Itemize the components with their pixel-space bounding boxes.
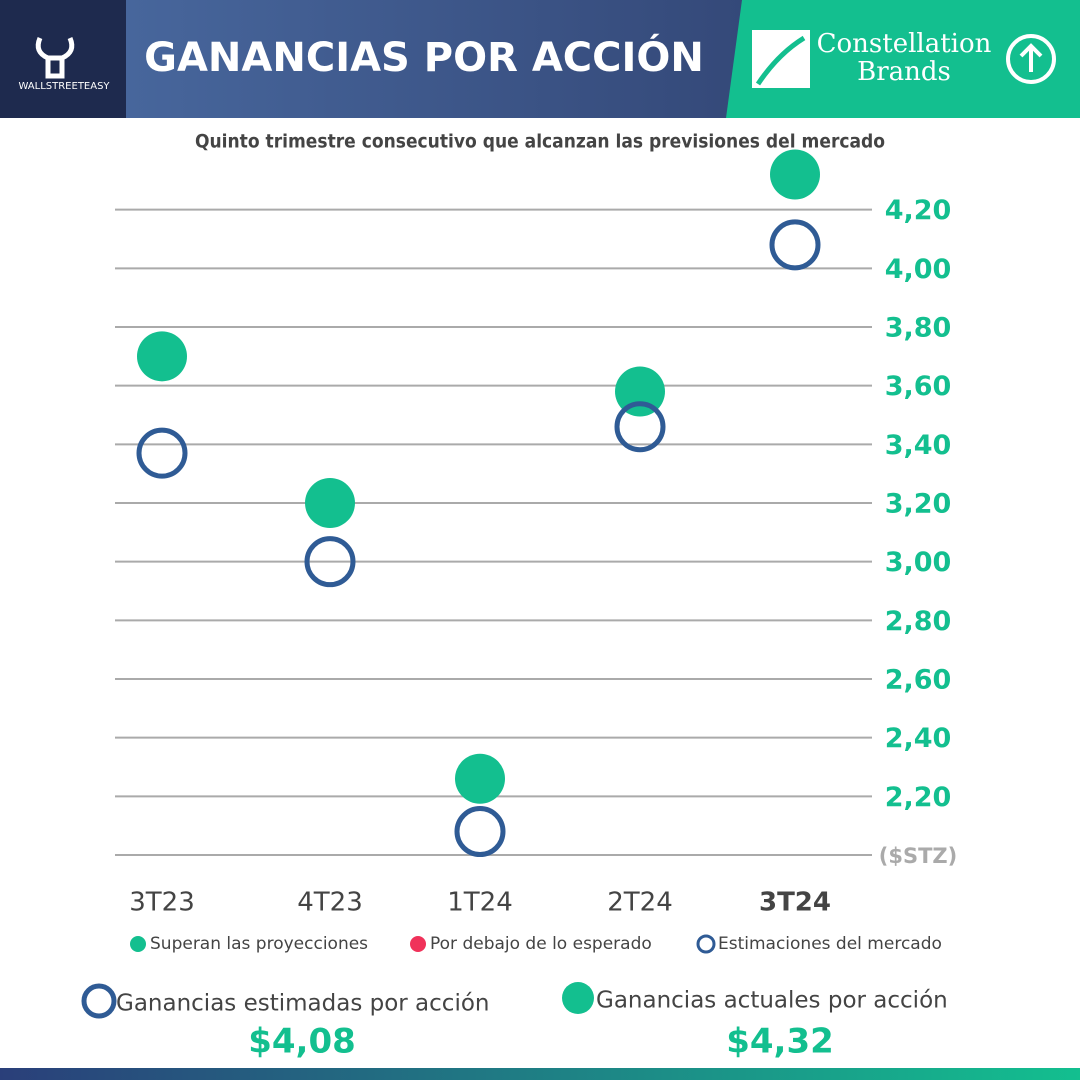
summary-value: $4,32: [726, 1022, 834, 1062]
brand: WALLSTREETEASY: [18, 81, 110, 92]
footer-strip: [0, 1068, 1080, 1080]
legend-marker: [410, 936, 426, 952]
point: [615, 366, 665, 417]
point: [304, 536, 356, 588]
point: [137, 331, 187, 382]
legend-label: Superan las proyecciones: [150, 934, 368, 954]
plot: ($STZ) 2,20 2,40 2,60 2,80 3,00 3,20 3,40 3,60 3,…: [115, 149, 957, 954]
legend-label: Por debajo de lo esperado: [430, 934, 652, 954]
summary-icon: [81, 983, 117, 1019]
y-tick-label: 2,80: [885, 606, 952, 637]
x-tick-label: 4T23: [297, 888, 363, 918]
y-tick-label: 4,00: [885, 254, 952, 285]
y-tick-label: 3,80: [885, 313, 952, 344]
x-tick-label: 1T24: [447, 888, 513, 918]
up-icon: [1006, 34, 1056, 84]
x-tick-label: 3T24: [759, 888, 831, 918]
summary-icon: [562, 982, 594, 1014]
y-tick-label: 3,20: [885, 489, 952, 520]
point: [305, 478, 355, 528]
y-tick-label: 4,20: [885, 195, 952, 226]
company-name: Constellation: [817, 29, 992, 59]
y-tick-label: 3,00: [885, 547, 952, 578]
x-tick-label: 2T24: [607, 888, 673, 918]
y-tick-label: 2,40: [885, 723, 952, 754]
y-tick-label: ($STZ): [879, 844, 957, 868]
summary-label: Ganancias actuales por acción: [596, 988, 948, 1014]
y-tick-label: 3,60: [885, 371, 952, 402]
company-logo-swoosh: [755, 35, 806, 86]
legend-marker: [130, 936, 146, 952]
point: [136, 427, 188, 479]
legend-marker: [696, 934, 716, 954]
logo-icon: [35, 37, 75, 79]
company-bg: [726, 0, 1080, 118]
point: [614, 401, 666, 453]
summary-value: $4,08: [248, 1022, 356, 1062]
legend-label: Estimaciones del mercado: [718, 934, 942, 954]
company-name: Brands: [857, 57, 951, 87]
point: [455, 753, 505, 804]
subtitle: Quinto trimestre consecutivo que alcanza…: [195, 131, 885, 153]
summary-label: Ganancias estimadas por acción: [116, 991, 489, 1017]
point: [769, 219, 821, 271]
x-tick-label: 3T23: [129, 888, 195, 918]
up-arrow: [1019, 43, 1043, 72]
title: GANANCIAS POR ACCIÓN: [144, 33, 704, 81]
y-tick-label: 2,20: [885, 782, 952, 813]
point: [454, 806, 506, 858]
y-tick-label: 2,60: [885, 665, 952, 696]
y-tick-label: 3,40: [885, 430, 952, 461]
point: [770, 149, 820, 200]
